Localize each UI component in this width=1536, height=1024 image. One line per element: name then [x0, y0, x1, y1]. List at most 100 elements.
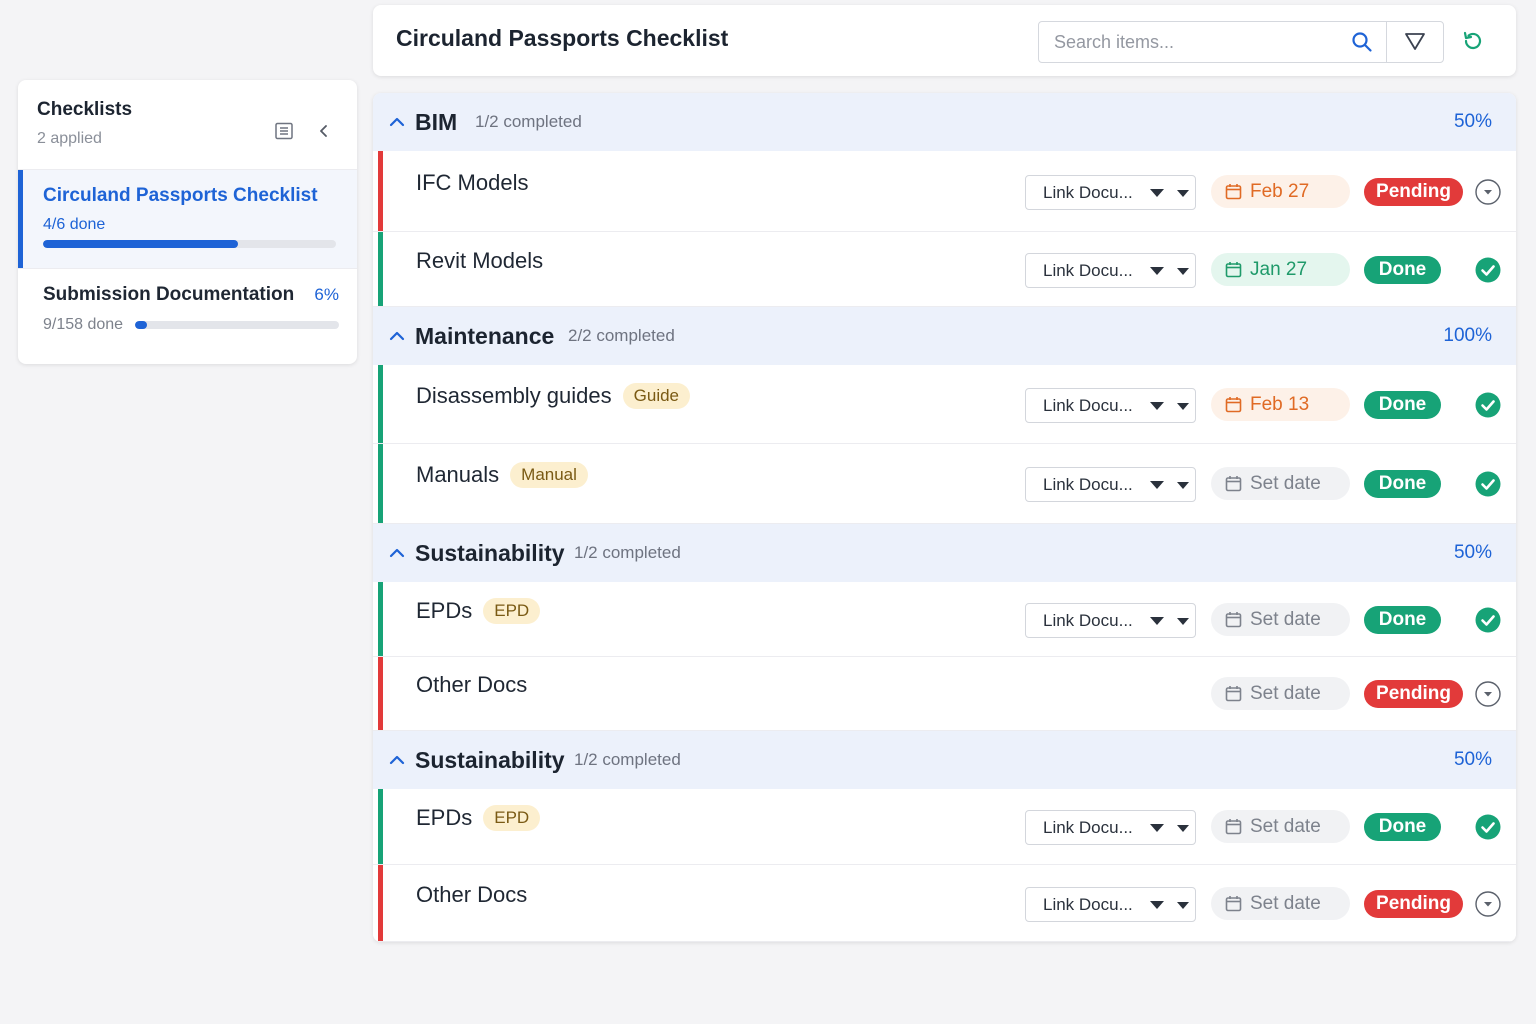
group-percent: 50%	[1453, 542, 1492, 563]
search-input[interactable]	[1039, 22, 1337, 62]
dropdown-circle-icon[interactable]	[1475, 891, 1501, 917]
item-tag: Guide	[622, 383, 691, 409]
checklists-panel-header: Checklists 2 applied	[18, 80, 357, 170]
search-icon[interactable]	[1337, 22, 1387, 62]
link-document-dropdown[interactable]: Link Docu...	[1025, 253, 1196, 288]
calendar-icon	[1225, 895, 1242, 912]
status-indicator-bar	[378, 657, 383, 730]
checklist-progress-fill	[43, 240, 239, 248]
checklist-row: EPDs EPD Link Docu... Set date Done	[373, 582, 1516, 657]
refresh-icon[interactable]	[1445, 21, 1501, 63]
link-document-dropdown[interactable]: Link Docu...	[1025, 467, 1196, 502]
date-label: Feb 27	[1250, 180, 1310, 202]
checklist-row: EPDs EPD Link Docu... Set date Done	[373, 789, 1516, 865]
status-badge[interactable]: Done	[1364, 470, 1441, 498]
group-header[interactable]: Sustainability 1/2 completed 50%	[373, 524, 1516, 582]
checklist-row: Disassembly guides Guide Link Docu... Fe…	[373, 365, 1516, 444]
status-badge[interactable]: Done	[1364, 606, 1441, 634]
status-indicator-bar	[378, 582, 383, 656]
item-title: IFC Models	[416, 170, 529, 195]
link-document-dropdown[interactable]: Link Docu...	[1025, 175, 1196, 210]
chevron-up-icon[interactable]	[387, 543, 407, 563]
status-badge[interactable]: Done	[1364, 256, 1441, 284]
link-document-dropdown[interactable]: Link Docu...	[1025, 388, 1196, 423]
group-name: BIM	[415, 108, 458, 135]
date-label: Feb 13	[1250, 393, 1310, 415]
checklists-title: Checklists	[37, 99, 133, 120]
link-document-dropdown[interactable]: Link Docu...	[1025, 810, 1196, 845]
status-indicator-bar	[378, 365, 383, 443]
group-percent: 100%	[1443, 325, 1492, 346]
status-badge[interactable]: Pending	[1364, 178, 1463, 206]
check-circle-icon[interactable]	[1475, 471, 1501, 497]
item-tag: EPD	[483, 598, 541, 624]
item-title: Other Docs	[416, 882, 528, 907]
date-picker[interactable]: Set date	[1211, 887, 1350, 920]
caret-down-icon	[1177, 482, 1189, 489]
group-completed-count: 1/2 completed	[475, 112, 582, 131]
group-header[interactable]: BIM 1/2 completed 50%	[373, 93, 1516, 151]
group-name: Maintenance	[415, 322, 555, 349]
group-percent: 50%	[1453, 749, 1492, 770]
caret-down-icon	[1150, 267, 1164, 275]
checklist-item-circuland[interactable]: Circuland Passports Checklist 4/6 done	[18, 170, 357, 269]
date-picker[interactable]: Set date	[1211, 467, 1350, 500]
check-circle-icon[interactable]	[1475, 607, 1501, 633]
status-badge[interactable]: Done	[1364, 391, 1441, 419]
date-picker[interactable]: Jan 27	[1211, 253, 1350, 286]
chevron-left-icon[interactable]	[313, 120, 335, 142]
link-document-dropdown[interactable]: Link Docu...	[1025, 603, 1196, 638]
item-title: Revit Models	[416, 248, 544, 273]
item-title: EPDs	[416, 598, 473, 623]
status-indicator-bar	[378, 151, 383, 231]
date-picker[interactable]: Set date	[1211, 677, 1350, 710]
status-indicator-bar	[378, 789, 383, 864]
caret-down-icon	[1150, 481, 1164, 489]
caret-down-icon	[1177, 403, 1189, 410]
checklist-done-count: 4/6 done	[43, 216, 106, 233]
check-circle-icon[interactable]	[1475, 392, 1501, 418]
link-document-label: Link Docu...	[1043, 817, 1133, 837]
chevron-up-icon[interactable]	[387, 326, 407, 346]
group-completed-count: 1/2 completed	[574, 543, 681, 562]
check-circle-icon[interactable]	[1475, 257, 1501, 283]
caret-down-icon	[1150, 402, 1164, 410]
checklists-panel: Checklists 2 applied Circuland Passports…	[18, 80, 357, 364]
date-picker[interactable]: Set date	[1211, 810, 1350, 843]
caret-down-icon	[1177, 825, 1189, 832]
checklist-row: IFC Models Link Docu... Feb 27 Pending	[373, 151, 1516, 232]
calendar-icon	[1225, 611, 1242, 628]
checklist-item-submission[interactable]: Submission Documentation 6% 9/158 done	[18, 269, 357, 364]
status-badge[interactable]: Pending	[1364, 680, 1463, 708]
calendar-icon	[1225, 396, 1242, 413]
calendar-icon	[1225, 183, 1242, 200]
link-document-label: Link Docu...	[1043, 894, 1133, 914]
caret-down-icon	[1177, 268, 1189, 275]
group-completed-count: 1/2 completed	[574, 750, 681, 769]
group-completed-count: 2/2 completed	[568, 326, 675, 345]
link-document-dropdown[interactable]: Link Docu...	[1025, 887, 1196, 922]
calendar-icon	[1225, 818, 1242, 835]
checklist-progress-fill	[135, 321, 148, 329]
date-label: Set date	[1250, 892, 1321, 914]
status-badge[interactable]: Pending	[1364, 890, 1463, 918]
dropdown-circle-icon[interactable]	[1475, 681, 1501, 707]
chevron-up-icon[interactable]	[387, 750, 407, 770]
list-icon[interactable]	[273, 120, 295, 142]
date-picker[interactable]: Feb 13	[1211, 388, 1350, 421]
search-bar	[1038, 21, 1444, 63]
date-label: Set date	[1250, 682, 1321, 704]
caret-down-icon	[1177, 190, 1189, 197]
item-tag: Manual	[510, 462, 588, 488]
chevron-up-icon[interactable]	[387, 112, 407, 132]
date-picker[interactable]: Feb 27	[1211, 175, 1350, 208]
caret-down-icon	[1177, 618, 1189, 625]
group-header[interactable]: Sustainability 1/2 completed 50%	[373, 731, 1516, 789]
status-badge[interactable]: Done	[1364, 813, 1441, 841]
group-header[interactable]: Maintenance 2/2 completed 100%	[373, 307, 1516, 365]
check-circle-icon[interactable]	[1475, 814, 1501, 840]
filter-icon[interactable]	[1387, 22, 1443, 62]
status-indicator-bar	[378, 232, 383, 306]
date-picker[interactable]: Set date	[1211, 603, 1350, 636]
dropdown-circle-icon[interactable]	[1475, 179, 1501, 205]
